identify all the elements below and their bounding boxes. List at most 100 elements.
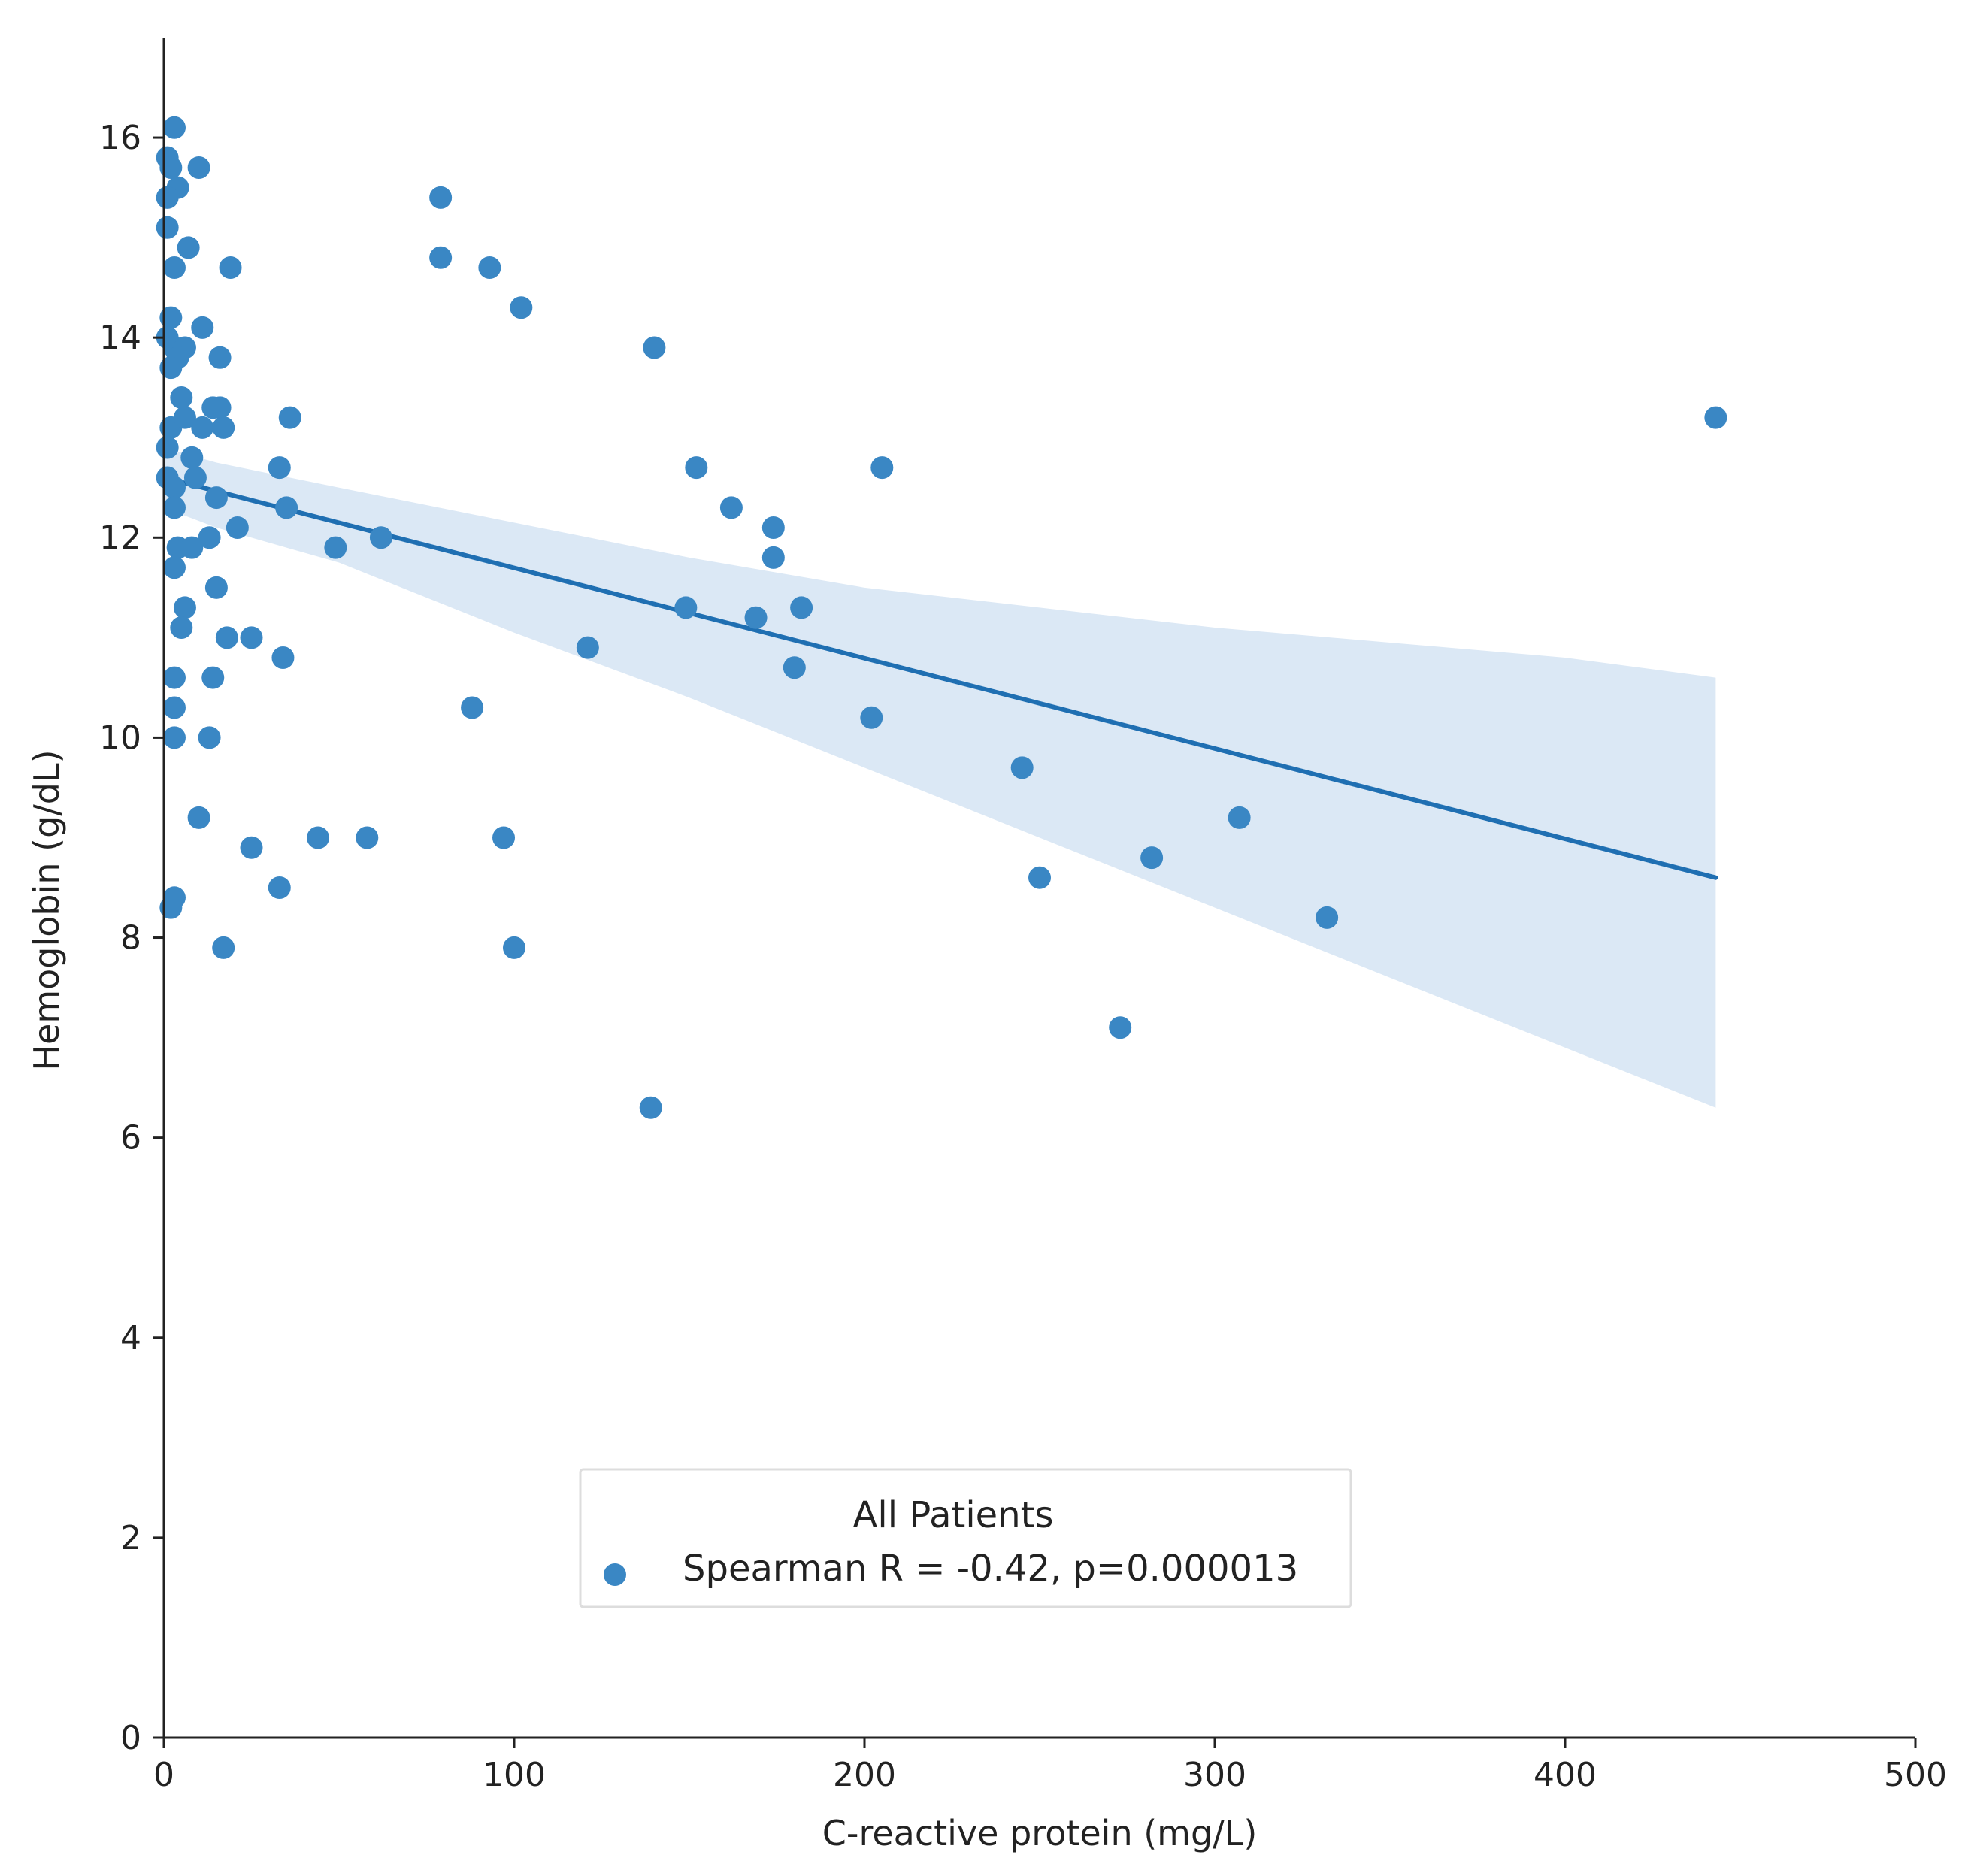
x-tick-label-300: 300 <box>1183 1756 1246 1794</box>
data-point-45 <box>215 626 238 649</box>
y-tick-label-16: 16 <box>99 119 141 157</box>
regression-line <box>162 475 1718 880</box>
data-point-46 <box>240 626 263 649</box>
data-point-40 <box>324 536 347 559</box>
y-tick-label-8: 8 <box>120 919 141 958</box>
data-point-84 <box>1140 846 1164 870</box>
data-point-20 <box>208 396 232 419</box>
y-tick-label-2: 2 <box>120 1519 141 1557</box>
data-point-83 <box>1228 806 1251 829</box>
x-ticks: 0 100 200 300 400 500 <box>153 1738 1947 1794</box>
data-point-42 <box>204 576 228 599</box>
data-point-64 <box>510 296 533 319</box>
y-tick-label-6: 6 <box>120 1119 141 1157</box>
data-point-87 <box>1704 406 1727 429</box>
y-ticks: 0 2 4 6 8 10 12 14 16 <box>99 119 164 1757</box>
data-point-56 <box>356 826 379 849</box>
data-point-7 <box>177 236 200 259</box>
data-point-55 <box>307 826 330 849</box>
data-point-67 <box>870 456 894 480</box>
data-point-86 <box>1109 1016 1132 1039</box>
data-point-27 <box>180 446 204 469</box>
data-point-72 <box>744 606 768 629</box>
data-point-5 <box>187 156 210 179</box>
x-tick-label-0: 0 <box>153 1756 174 1794</box>
data-point-50 <box>162 696 186 719</box>
x-tick-label-200: 200 <box>833 1756 896 1794</box>
data-point-57 <box>268 876 291 899</box>
x-tick-label-500: 500 <box>1884 1756 1947 1794</box>
data-point-0 <box>162 116 186 139</box>
x-tick-label-100: 100 <box>483 1756 546 1794</box>
data-point-75 <box>783 656 806 679</box>
data-point-70 <box>761 546 785 569</box>
data-point-63 <box>478 256 501 280</box>
y-tick-label-12: 12 <box>99 519 141 557</box>
data-point-47 <box>271 646 295 669</box>
data-point-2 <box>159 156 183 179</box>
x-axis-label: C-reactive protein (mg/L) <box>822 1813 1258 1853</box>
data-point-60 <box>212 936 235 959</box>
data-point-34 <box>275 496 298 519</box>
data-point-68 <box>719 496 743 519</box>
data-point-79 <box>503 936 525 959</box>
data-point-11 <box>191 316 214 339</box>
data-point-16 <box>159 356 183 380</box>
data-point-29 <box>162 476 186 499</box>
data-point-17 <box>208 346 232 369</box>
y-tick-label-14: 14 <box>99 319 141 357</box>
data-point-59 <box>159 896 183 919</box>
data-point-71 <box>674 596 698 619</box>
data-point-61 <box>429 186 453 209</box>
data-point-77 <box>860 706 883 729</box>
data-point-25 <box>212 416 235 439</box>
y-tick-label-4: 4 <box>120 1319 141 1357</box>
confidence-band <box>164 447 1716 1108</box>
data-point-54 <box>240 836 263 859</box>
data-points-layer <box>156 116 1727 1119</box>
regression-line-layer <box>162 475 1718 880</box>
legend-box <box>579 1468 1352 1608</box>
data-point-51 <box>162 726 186 749</box>
data-point-66 <box>685 456 708 480</box>
data-point-39 <box>180 536 204 559</box>
y-tick-label-0: 0 <box>120 1719 141 1757</box>
legend-marker <box>604 1563 626 1586</box>
data-point-76 <box>461 696 484 719</box>
legend: All Patients Spearman R = -0.42, p=0.000… <box>579 1468 1352 1608</box>
data-point-81 <box>1010 756 1034 779</box>
data-point-33 <box>162 496 186 519</box>
data-point-9 <box>219 256 242 280</box>
data-point-62 <box>429 246 453 269</box>
data-point-48 <box>162 666 186 689</box>
data-point-23 <box>173 406 196 429</box>
y-tick-label-10: 10 <box>99 719 141 757</box>
data-point-69 <box>761 516 785 539</box>
data-point-53 <box>187 806 210 829</box>
data-point-35 <box>198 526 221 549</box>
data-point-49 <box>201 666 225 689</box>
legend-title: All Patients <box>853 1494 1054 1536</box>
data-point-32 <box>204 486 228 510</box>
data-point-41 <box>162 556 186 579</box>
data-point-73 <box>790 596 813 619</box>
confidence-band-layer <box>164 447 1716 1108</box>
data-point-6 <box>156 216 179 239</box>
data-point-37 <box>369 526 392 549</box>
data-point-52 <box>198 726 221 749</box>
data-point-78 <box>492 826 516 849</box>
data-point-10 <box>159 306 183 329</box>
data-point-80 <box>639 1096 662 1119</box>
data-point-43 <box>173 596 196 619</box>
data-point-31 <box>268 456 291 480</box>
data-point-24 <box>191 416 214 439</box>
y-axis-label: Hemoglobin (g/dL) <box>26 749 67 1070</box>
data-point-30 <box>183 466 207 489</box>
data-point-85 <box>1316 906 1339 929</box>
data-point-21 <box>278 406 301 429</box>
legend-label: Spearman R = -0.42, p=0.000013 <box>683 1548 1298 1590</box>
data-point-4 <box>156 186 179 209</box>
x-tick-label-400: 400 <box>1534 1756 1597 1794</box>
